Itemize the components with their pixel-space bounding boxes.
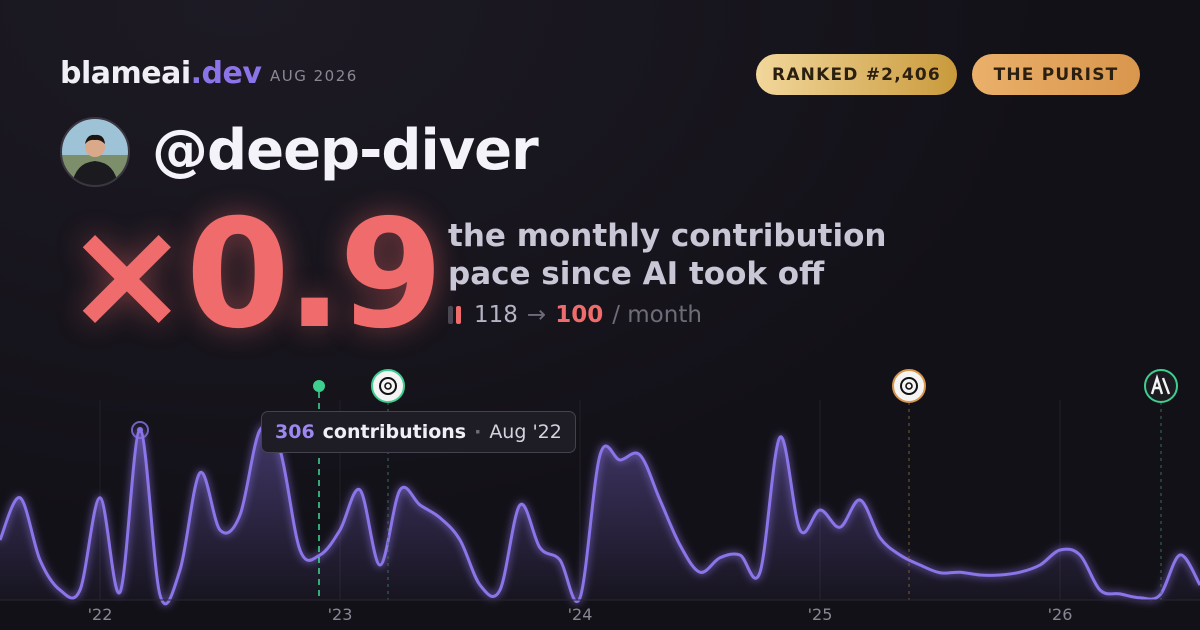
highlight-dot: [137, 427, 143, 433]
x-tick-label: '26: [1048, 605, 1073, 624]
multiplier: ×0.9: [64, 188, 443, 362]
brand-name: blameai: [60, 56, 191, 91]
avatar: [60, 117, 130, 187]
x-tick-label: '24: [568, 605, 593, 624]
tooltip-value: 306: [275, 421, 315, 443]
area: [0, 425, 1200, 604]
openai-icon: [371, 369, 405, 403]
tooltip-separator: ·: [474, 421, 482, 443]
highlight-point: [131, 421, 149, 439]
ai-events: [313, 369, 1178, 600]
date: AUG 2026: [270, 67, 358, 85]
event-dot: [313, 380, 325, 392]
openai-icon: [892, 369, 926, 403]
tooltip-label: contributions: [322, 421, 467, 443]
line: [0, 424, 1200, 606]
handle: @deep-diver: [152, 118, 539, 183]
rank-badge: RANKED #2,406: [756, 54, 957, 95]
description-line: pace since AI took off: [448, 256, 825, 292]
brand: blameai.dev: [60, 56, 262, 91]
rate: 118 → 100 / month: [448, 302, 702, 328]
before-value: 118: [474, 302, 518, 328]
x-tick-label: '22: [88, 605, 113, 624]
x-tick-label: '23: [328, 605, 353, 624]
tooltip: 306 contributions · Aug '22: [261, 411, 576, 453]
anthropic-icon: [1144, 369, 1178, 403]
brand-tld: .dev: [190, 56, 262, 91]
after-value: 100: [555, 302, 604, 328]
arrow: →: [526, 302, 547, 328]
description-line: the monthly contribution: [448, 218, 887, 254]
tooltip-date: Aug '22: [489, 421, 562, 443]
persona-badge: THE PURIST: [972, 54, 1140, 95]
x-tick-label: '25: [808, 605, 833, 624]
unit: / month: [612, 302, 702, 328]
rate-icon: [448, 306, 461, 324]
